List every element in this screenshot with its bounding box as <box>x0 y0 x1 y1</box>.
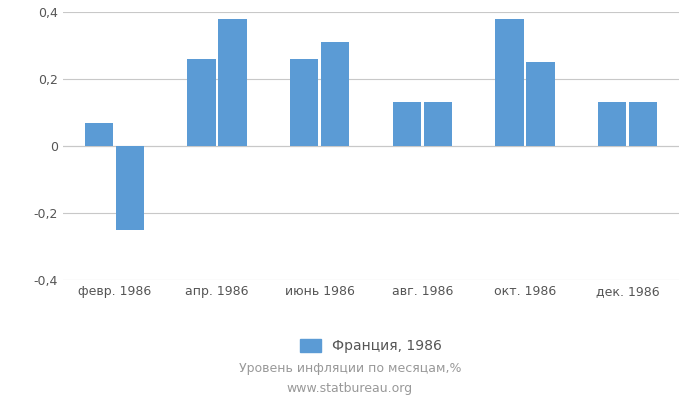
Bar <box>526 62 554 146</box>
Bar <box>629 102 657 146</box>
Bar <box>290 59 319 146</box>
Bar <box>116 146 144 230</box>
Bar <box>218 19 246 146</box>
Bar <box>598 102 626 146</box>
Bar <box>393 102 421 146</box>
Text: www.statbureau.org: www.statbureau.org <box>287 382 413 395</box>
Bar <box>321 42 349 146</box>
Bar <box>188 59 216 146</box>
Bar <box>496 19 524 146</box>
Bar <box>424 102 452 146</box>
Text: Уровень инфляции по месяцам,%: Уровень инфляции по месяцам,% <box>239 362 461 375</box>
Bar <box>85 122 113 146</box>
Legend: Франция, 1986: Франция, 1986 <box>295 334 447 359</box>
